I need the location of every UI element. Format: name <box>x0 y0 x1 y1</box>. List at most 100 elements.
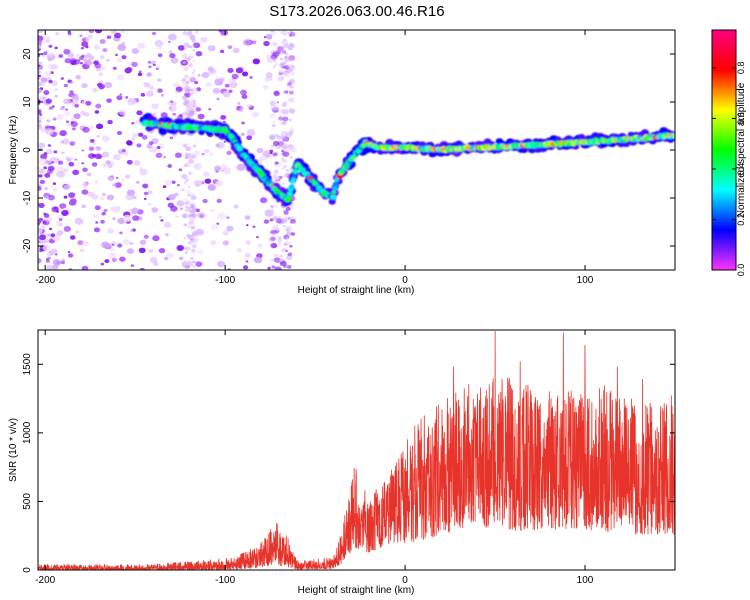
spectral-speckle <box>265 72 273 78</box>
spectral-speckle <box>289 127 295 131</box>
spectral-speckle <box>238 108 244 113</box>
spectral-speckle <box>155 67 159 70</box>
spectral-speckle <box>40 153 48 160</box>
spectral-speckle <box>183 237 186 240</box>
spectral-speckle <box>85 45 89 49</box>
spectral-speckle <box>111 257 117 262</box>
spectral-speckle <box>43 166 48 170</box>
spectral-speckle <box>232 47 240 54</box>
spectral-speckle <box>182 143 188 148</box>
spectral-speckle <box>152 112 157 116</box>
spectral-speckle <box>52 117 57 121</box>
spectral-speckle <box>108 252 117 259</box>
spectral-speckle <box>279 254 284 258</box>
spectral-speckle <box>181 95 188 100</box>
spectral-speckle <box>79 34 83 37</box>
spectral-speckle <box>263 219 270 224</box>
spectral-speckle <box>216 222 220 225</box>
spectral-speckle <box>42 244 51 252</box>
spectral-speckle <box>130 264 135 267</box>
spectral-speckle <box>289 218 296 224</box>
spectral-speckle <box>289 84 294 89</box>
spectral-speckle <box>74 217 84 225</box>
spectral-speckle <box>61 151 65 154</box>
ridge-core <box>285 197 292 203</box>
spectral-speckle <box>245 103 252 109</box>
spectral-speckle <box>219 77 225 82</box>
spectral-speckle <box>220 114 227 120</box>
spectral-speckle <box>38 166 41 170</box>
spectrogram-x-label: Height of straight line (km) <box>298 285 415 296</box>
spectral-speckle <box>67 30 72 34</box>
spectral-speckle <box>241 71 249 77</box>
spectral-speckle <box>96 135 100 138</box>
spectral-speckle <box>274 175 280 181</box>
spectral-speckle <box>107 228 115 234</box>
spectral-speckle <box>44 128 54 136</box>
spectral-speckle <box>285 228 290 232</box>
spectral-speckle <box>93 227 101 233</box>
colorbar-axis: 0.0 0.2 0.4 0.6 0.8 <box>712 62 746 276</box>
spectral-speckle <box>82 167 88 172</box>
spectral-speckle <box>269 134 276 140</box>
spectral-speckle <box>271 41 278 47</box>
spectral-speckle <box>194 81 199 85</box>
spectral-speckle <box>273 257 281 263</box>
spectral-speckle <box>98 72 104 77</box>
spectral-speckle <box>95 123 104 130</box>
spectral-speckle <box>152 63 156 67</box>
spectral-speckle <box>107 119 113 125</box>
spectral-speckle <box>190 92 194 95</box>
spectral-speckle <box>139 239 147 245</box>
spectral-speckle <box>38 40 43 47</box>
spectral-speckle <box>188 106 195 111</box>
spectral-speckle <box>48 44 53 48</box>
ridge-core <box>330 194 337 200</box>
spectral-speckle <box>186 260 193 265</box>
snr-x-tick-label: 100 <box>577 575 594 586</box>
spectral-speckle <box>103 208 108 213</box>
spectral-speckle <box>235 67 244 74</box>
spectral-speckle <box>69 235 76 240</box>
spectral-speckle <box>118 109 127 116</box>
spectral-speckle <box>192 49 196 52</box>
spectral-speckle <box>282 100 288 106</box>
spectral-speckle <box>93 44 100 50</box>
spectral-speckle <box>187 30 193 35</box>
spectral-speckle <box>182 81 187 85</box>
spectral-speckle <box>285 90 289 94</box>
spectral-speckle <box>190 256 194 260</box>
spectral-speckle <box>38 202 45 209</box>
spectral-speckle <box>130 207 140 215</box>
spectral-speckle <box>117 243 123 248</box>
spectral-speckle <box>125 174 131 179</box>
spectral-speckle <box>38 87 43 94</box>
spectral-speckle <box>269 100 277 106</box>
spectral-speckle <box>80 46 85 50</box>
spectral-speckle <box>183 138 186 141</box>
spectral-speckle <box>275 146 279 150</box>
spectral-speckle <box>38 174 43 178</box>
spectral-speckle <box>52 182 57 185</box>
spectral-speckle <box>184 99 190 104</box>
spectral-speckle <box>85 59 93 66</box>
spectral-speckle <box>187 225 191 228</box>
spectral-speckle <box>288 90 294 95</box>
spectral-speckle <box>191 264 197 268</box>
spectral-speckle <box>209 240 217 246</box>
spectral-speckle <box>45 259 50 263</box>
spectral-speckle <box>121 178 126 182</box>
spectral-speckle <box>147 190 153 195</box>
spectral-speckle <box>203 148 210 154</box>
spectral-speckle <box>184 46 187 49</box>
spectral-speckle <box>284 65 290 70</box>
spectral-speckle <box>82 126 90 133</box>
spectral-speckle <box>181 53 188 58</box>
spectral-speckle <box>83 55 88 59</box>
spectral-speckle <box>81 162 85 165</box>
spectral-speckle <box>111 243 115 246</box>
spectral-speckle <box>74 97 80 102</box>
spectral-speckle <box>185 142 190 146</box>
spectral-speckle <box>217 212 227 220</box>
spectral-speckle <box>280 41 284 44</box>
